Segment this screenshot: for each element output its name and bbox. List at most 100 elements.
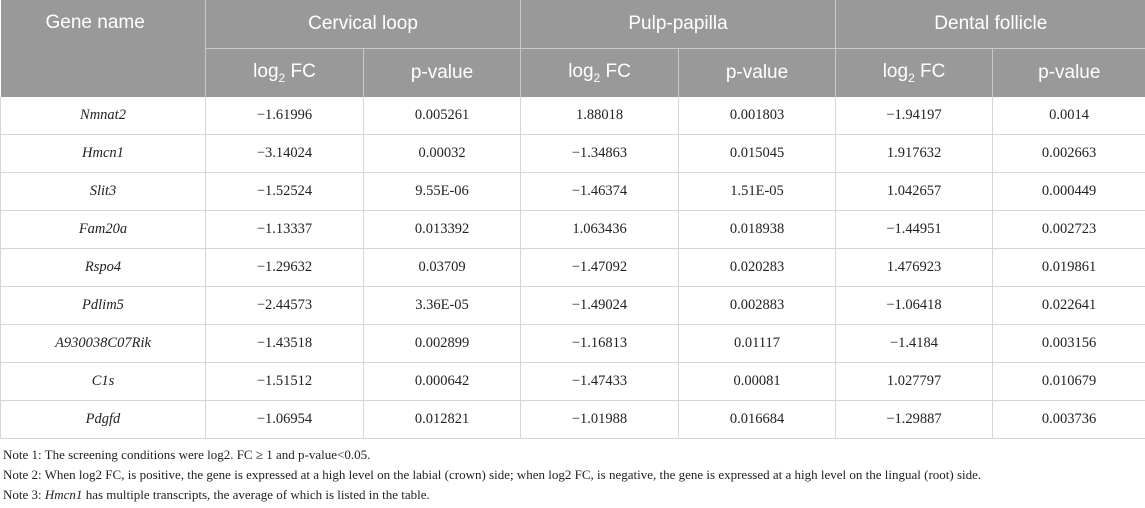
value-cell: −3.14024 <box>205 134 364 173</box>
table-row: Hmcn1 −3.14024 0.00032 −1.34863 0.015045… <box>0 134 1145 173</box>
gene-cell: A930038C07Rik <box>0 324 206 363</box>
value-cell: −1.51512 <box>205 362 364 401</box>
gene-cell: Pdgfd <box>0 400 206 439</box>
value-cell: 0.002723 <box>992 210 1145 249</box>
header-log2fc: log2 FC <box>205 48 364 97</box>
table-row: Nmnat2 −1.61996 0.005261 1.88018 0.00180… <box>0 97 1145 135</box>
header-pvalue: p-value <box>678 48 837 97</box>
value-cell: 0.012821 <box>363 400 522 439</box>
value-cell: 0.00081 <box>678 362 837 401</box>
header-log2fc: log2 FC <box>835 48 994 97</box>
header-gene-name: Gene name <box>0 0 206 97</box>
value-cell: 9.55E-06 <box>363 172 522 211</box>
value-cell: 0.020283 <box>678 248 837 287</box>
value-cell: −1.52524 <box>205 172 364 211</box>
gene-cell: Rspo4 <box>0 248 206 287</box>
log-prefix: log <box>568 61 594 83</box>
table-row: Pdlim5 −2.44573 3.36E-05 −1.49024 0.0028… <box>0 286 1145 325</box>
note-2: Note 2: When log2 FC, is positive, the g… <box>3 467 982 482</box>
value-cell: −2.44573 <box>205 286 364 325</box>
log-subscript: 2 <box>593 70 601 85</box>
gene-cell: Nmnat2 <box>0 97 206 135</box>
value-cell: 1.476923 <box>835 248 994 287</box>
value-cell: −1.61996 <box>205 97 364 135</box>
value-cell: −1.4184 <box>835 324 994 363</box>
value-cell: 1.042657 <box>835 172 994 211</box>
table-row: Rspo4 −1.29632 0.03709 −1.47092 0.020283… <box>0 248 1145 287</box>
value-cell: −1.06418 <box>835 286 994 325</box>
gene-cell: Slit3 <box>0 172 206 211</box>
value-cell: −1.16813 <box>520 324 680 363</box>
header-row-groups: Gene name Cervical loop Pulp-papilla Den… <box>0 0 1145 97</box>
value-cell: 1.063436 <box>520 210 680 249</box>
value-cell: −1.49024 <box>520 286 680 325</box>
value-cell: 0.00032 <box>363 134 522 173</box>
value-cell: 0.018938 <box>678 210 837 249</box>
table-row: A930038C07Rik −1.43518 0.002899 −1.16813… <box>0 324 1145 363</box>
header-log2fc: log2 FC <box>520 48 680 97</box>
value-cell: 0.003736 <box>992 400 1145 439</box>
value-cell: −1.94197 <box>835 97 994 135</box>
table-row: Fam20a −1.13337 0.013392 1.063436 0.0189… <box>0 210 1145 249</box>
value-cell: −1.29632 <box>205 248 364 287</box>
value-cell: 0.022641 <box>992 286 1145 325</box>
log-subscript: 2 <box>908 70 915 85</box>
value-cell: 0.002899 <box>363 324 522 363</box>
gene-cell: Hmcn1 <box>0 134 206 173</box>
value-cell: 0.005261 <box>363 97 522 135</box>
log-suffix: FC <box>914 61 946 83</box>
value-cell: −1.47433 <box>520 362 680 401</box>
header-dental-follicle: Dental follicle <box>835 0 1145 49</box>
table-row: C1s −1.51512 0.000642 −1.47433 0.00081 1… <box>0 362 1145 401</box>
value-cell: −1.44951 <box>835 210 994 249</box>
gene-cell: C1s <box>0 362 206 401</box>
value-cell: −1.47092 <box>520 248 680 287</box>
gene-expression-table: Gene name Cervical loop Pulp-papilla Den… <box>0 0 1145 439</box>
log-suffix: FC <box>600 61 631 83</box>
value-cell: 0.000449 <box>992 172 1145 211</box>
header-row-metrics: log2 FC p-value log2 FC p-value log2 FC … <box>1 48 1145 97</box>
value-cell: −1.46374 <box>520 172 680 211</box>
value-cell: 0.016684 <box>678 400 837 439</box>
gene-cell: Pdlim5 <box>0 286 206 325</box>
value-cell: 1.88018 <box>520 97 680 135</box>
value-cell: 0.03709 <box>363 248 522 287</box>
table-row: Slit3 −1.52524 9.55E-06 −1.46374 1.51E-0… <box>0 172 1145 211</box>
table-body: Nmnat2 −1.61996 0.005261 1.88018 0.00180… <box>0 97 1145 439</box>
value-cell: 3.36E-05 <box>363 286 522 325</box>
note-3-gene: Hmcn1 <box>44 487 83 502</box>
note-1: Note 1: The screening conditions were lo… <box>3 447 371 462</box>
value-cell: 0.013392 <box>363 210 522 249</box>
table-header: Gene name Cervical loop Pulp-papilla Den… <box>0 0 1145 97</box>
value-cell: −1.13337 <box>205 210 364 249</box>
value-cell: 0.010679 <box>992 362 1145 401</box>
header-pvalue: p-value <box>992 48 1145 97</box>
log-prefix: log <box>882 61 909 83</box>
log-subscript: 2 <box>278 70 286 85</box>
header-pvalue: p-value <box>363 48 522 97</box>
value-cell: 0.002883 <box>678 286 837 325</box>
gene-cell: Fam20a <box>0 210 206 249</box>
value-cell: 0.015045 <box>678 134 837 173</box>
value-cell: 0.003156 <box>992 324 1145 363</box>
note-3-prefix: Note 3: <box>3 487 45 502</box>
value-cell: 0.002663 <box>992 134 1145 173</box>
value-cell: 0.001803 <box>678 97 837 135</box>
value-cell: −1.43518 <box>205 324 364 363</box>
value-cell: 0.000642 <box>363 362 522 401</box>
value-cell: 0.01117 <box>678 324 837 363</box>
note-3-suffix: has multiple transcripts, the average of… <box>82 487 430 502</box>
value-cell: 1.51E-05 <box>678 172 837 211</box>
header-pulp-papilla: Pulp-papilla <box>520 0 837 49</box>
value-cell: −1.29887 <box>835 400 994 439</box>
value-cell: 0.0014 <box>992 97 1145 135</box>
value-cell: 0.019861 <box>992 248 1145 287</box>
value-cell: −1.01988 <box>520 400 680 439</box>
log-suffix: FC <box>285 61 316 83</box>
value-cell: 1.027797 <box>835 362 994 401</box>
header-cervical-loop: Cervical loop <box>205 0 522 49</box>
note-3: Note 3: Hmcn1 has multiple transcripts, … <box>3 485 1143 505</box>
log-prefix: log <box>253 61 279 83</box>
value-cell: 1.917632 <box>835 134 994 173</box>
table-notes: Note 1: The screening conditions were lo… <box>3 445 1143 505</box>
